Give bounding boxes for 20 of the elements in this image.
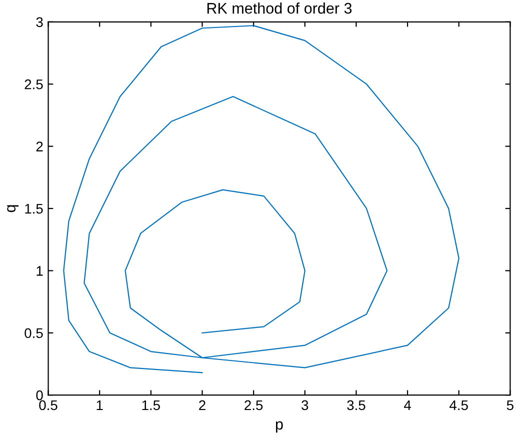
x-tick-label: 2: [199, 400, 206, 410]
x-tick-label: 2.5: [244, 400, 263, 410]
x-tick-label: 3.5: [347, 400, 366, 410]
y-tick-label: 1.5: [25, 204, 43, 214]
y-tick-label: 0: [36, 390, 43, 400]
x-axis-title: p: [276, 421, 283, 433]
y-axis-title: q: [7, 205, 19, 212]
x-tick-label: 5: [506, 400, 514, 410]
y-tick-label: 2: [36, 142, 43, 152]
x-tick-label: 4: [404, 400, 411, 410]
x-tick-label: 1.5: [142, 400, 160, 410]
x-tick-label: 1: [96, 400, 103, 410]
x-tick-label: 3: [302, 400, 308, 410]
x-tick-label: 4.5: [450, 400, 468, 410]
y-tick-label: 0.5: [24, 328, 43, 338]
y-tick-label: 3: [36, 17, 43, 28]
line-series: [63, 25, 460, 374]
chart-title: RK method of order 3: [207, 2, 352, 14]
y-tick-label: 1: [36, 266, 43, 276]
y-tick-label: 2.5: [24, 79, 43, 90]
